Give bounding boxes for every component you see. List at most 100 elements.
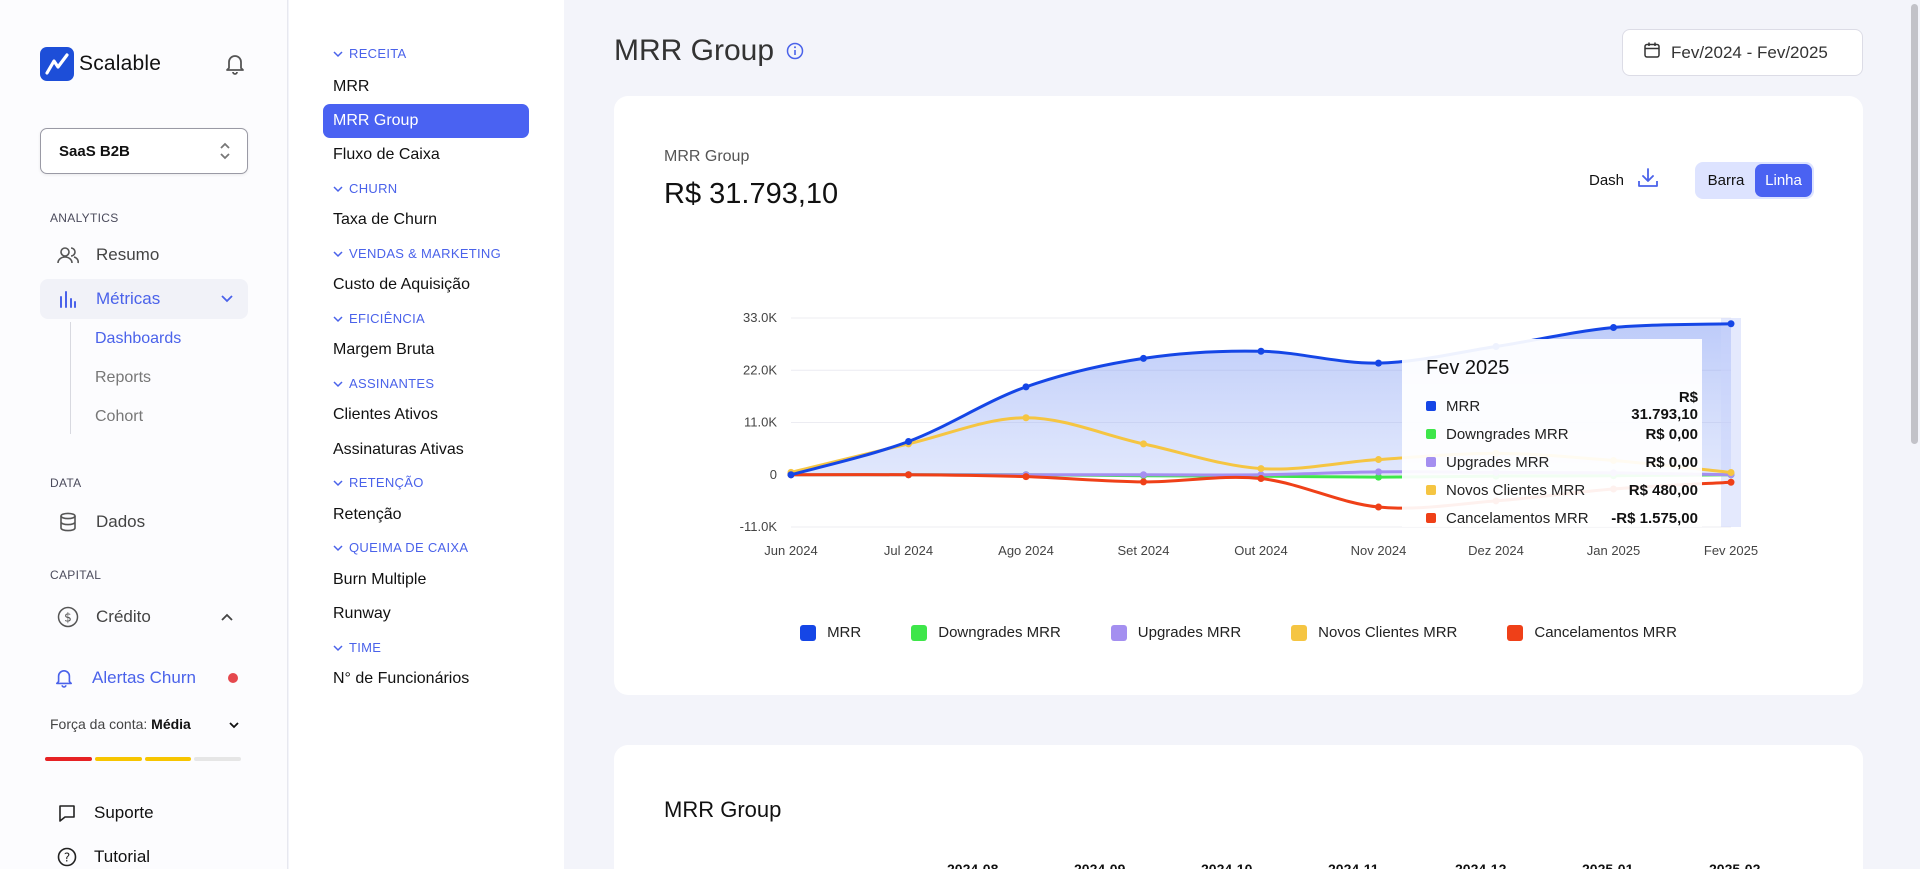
nav-suporte[interactable]: Suporte [56,803,154,823]
chevron-down-icon [228,718,240,734]
download-icon [1636,166,1660,194]
tooltip-row: Novos Clientes MRR R$ 480,00 [1426,476,1702,504]
menu-assinaturas-ativas[interactable]: Assinaturas Ativas [333,441,464,458]
data-point [1140,440,1147,448]
bell-alert-icon [52,668,76,688]
tooltip-swatch [1426,401,1436,411]
subnav-cohort[interactable]: Cohort [95,408,144,425]
data-point [1727,320,1735,328]
users-icon [56,246,80,264]
cat-retencao[interactable]: RETENÇÃO [333,475,424,490]
nav-credito-label: Crédito [96,607,151,626]
menu-mrr-group[interactable]: MRR Group [323,104,529,138]
nav-tutorial-label: Tutorial [94,847,151,866]
nav-suporte-label: Suporte [94,803,154,822]
legend-item[interactable]: Downgrades MRR [911,624,1061,641]
data-point [1140,354,1147,362]
menu-funcionarios[interactable]: N° de Funcionários [333,670,470,687]
nav-tutorial[interactable]: ? Tutorial [56,847,150,867]
nav-resumo[interactable]: Resumo [40,235,248,275]
cat-vendas[interactable]: VENDAS & MARKETING [333,246,501,261]
table-column-header: 2024-10 [1201,861,1253,869]
nav-dados[interactable]: Dados [40,502,248,542]
tooltip-swatch [1426,457,1436,467]
data-point [1022,473,1030,481]
cat-eficiencia[interactable]: EFICIÊNCIA [333,311,425,326]
cat-churn[interactable]: CHURN [333,181,397,196]
data-point [1257,465,1265,473]
section-capital: CAPITAL [50,568,102,582]
x-tick-label: Fev 2025 [1704,543,1758,558]
legend-swatch [911,624,928,641]
calendar-icon [1643,41,1661,64]
sidebar: Scalable SaaS B2B ANALYTICS Resumo Métri… [0,0,288,869]
tooltip-value: R$ 480,00 [1628,481,1698,499]
data-point [1022,414,1030,422]
legend-label: Downgrades MRR [938,624,1061,641]
nav-credito[interactable]: $ Crédito [40,597,248,637]
cat-assinantes[interactable]: ASSINANTES [333,376,434,391]
date-range-value: Fev/2024 - Fev/2025 [1671,42,1828,62]
data-point [1375,468,1382,476]
menu-clientes-ativos[interactable]: Clientes Ativos [333,406,438,423]
legend-item[interactable]: Cancelamentos MRR [1507,624,1677,641]
help-circle-icon: ? [56,847,78,867]
strength-value: Média [151,716,191,732]
menu-fluxo-caixa[interactable]: Fluxo de Caixa [333,146,440,163]
series-line-0 [789,322,1733,477]
scalable-logo-icon [40,47,74,81]
subnav-reports[interactable]: Reports [95,369,152,386]
x-tick-label: Ago 2024 [998,543,1054,558]
kpi-label: MRR Group [664,148,750,165]
section-data: DATA [50,476,82,490]
data-point [1727,468,1735,476]
data-point [1610,324,1617,331]
data-point [1375,503,1382,511]
tooltip-value: R$ 0,00 [1645,453,1698,471]
table-column-header: 2025-01 [1582,861,1634,869]
legend-item[interactable]: Upgrades MRR [1110,624,1241,641]
nav-resumo-label: Resumo [96,245,160,264]
subnav-dashboards[interactable]: Dashboards [95,330,182,347]
workspace-value: SaaS B2B [59,142,130,160]
cat-retencao-label: RETENÇÃO [349,475,424,490]
legend-item[interactable]: MRR [800,624,861,641]
toggle-barra[interactable]: Barra [1707,172,1745,189]
menu-runway[interactable]: Runway [333,605,391,622]
legend-swatch [1291,624,1308,641]
page-scrollbar[interactable] [1911,4,1918,444]
legend-item[interactable]: Novos Clientes MRR [1291,624,1457,641]
menu-burn-multiple[interactable]: Burn Multiple [333,571,427,588]
info-icon[interactable] [786,34,804,68]
bar-chart-icon [56,290,80,308]
toggle-linha[interactable]: Linha [1755,164,1812,197]
workspace-select[interactable]: SaaS B2B [40,128,248,174]
data-point [787,471,795,479]
nav-metricas[interactable]: Métricas [40,279,248,319]
date-range-picker[interactable]: Fev/2024 - Fev/2025 [1622,29,1863,76]
menu-mrr[interactable]: MRR [333,78,370,95]
x-tick-label: Dez 2024 [1468,543,1524,558]
table-title: MRR Group [664,797,782,822]
data-point [1140,471,1147,479]
cat-eficiencia-label: EFICIÊNCIA [349,311,425,326]
tooltip-swatch [1426,513,1436,523]
y-tick-label: -11.0K [740,519,778,534]
menu-taxa-churn[interactable]: Taxa de Churn [333,211,438,228]
cat-queima[interactable]: QUEIMA DE CAIXA [333,540,468,555]
menu-margem-bruta[interactable]: Margem Bruta [333,341,435,358]
legend-swatch [1110,624,1127,641]
menu-custo-aquisicao[interactable]: Custo de Aquisição [333,276,470,293]
nav-alertas-churn[interactable]: Alertas Churn [40,658,248,698]
account-strength[interactable]: Força da conta: Média [50,716,240,732]
svg-text:?: ? [64,851,70,865]
svg-text:$: $ [64,611,72,625]
tooltip-label: Upgrades MRR [1446,453,1550,471]
cat-time[interactable]: TIME [333,640,381,655]
brand[interactable]: Scalable [40,46,245,82]
cat-receita[interactable]: RECEITA [333,46,406,61]
menu-retencao[interactable]: Retenção [333,506,402,523]
bell-icon[interactable] [225,53,245,80]
dash-download-button[interactable]: Dash [1589,166,1660,194]
strength-label: Força da conta: [50,716,148,732]
